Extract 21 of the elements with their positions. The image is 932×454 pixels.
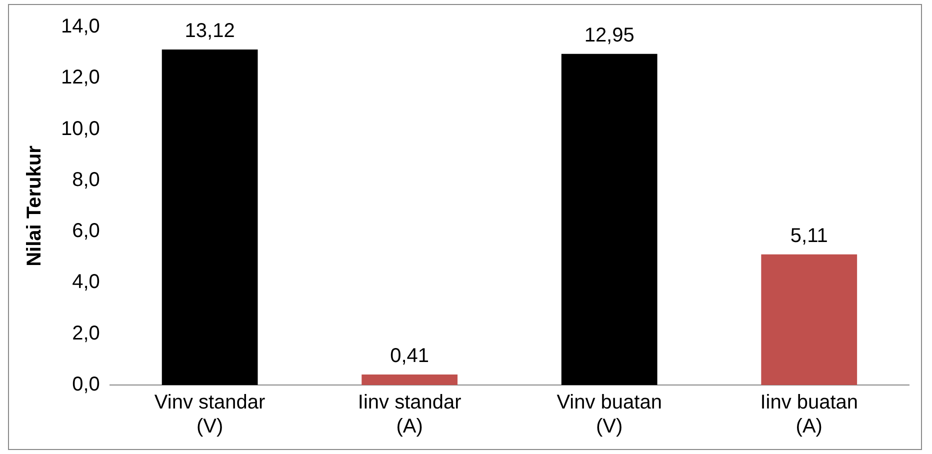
y-tick-label: 6,0: [72, 220, 100, 242]
data-label: 0,41: [390, 345, 430, 368]
x-tick-label: Vinv standar (V): [154, 392, 266, 438]
data-label: 12,95: [584, 24, 634, 46]
bar: [561, 54, 658, 385]
x-tick-label: Iinv buatan (A): [760, 392, 858, 438]
x-tick-label: Vinv buatan (V): [556, 392, 662, 438]
y-tick-label: 8,0: [72, 168, 100, 191]
y-tick-label: 10,0: [60, 118, 100, 140]
bar: [162, 50, 258, 385]
y-tick-label: 14,0: [60, 16, 100, 38]
bar: [761, 254, 858, 385]
data-label: 5,11: [790, 224, 828, 247]
y-tick-label: 4,0: [72, 271, 100, 294]
data-label: 13,12: [184, 20, 235, 42]
x-tick-label: Iinv standar (A): [358, 392, 462, 438]
y-tick-label: 0,0: [72, 374, 100, 396]
y-axis-title: Nilai Terukur: [24, 145, 46, 266]
bar: [362, 374, 458, 385]
y-tick-label: 12,0: [60, 66, 100, 89]
y-tick-label: 2,0: [72, 322, 100, 344]
